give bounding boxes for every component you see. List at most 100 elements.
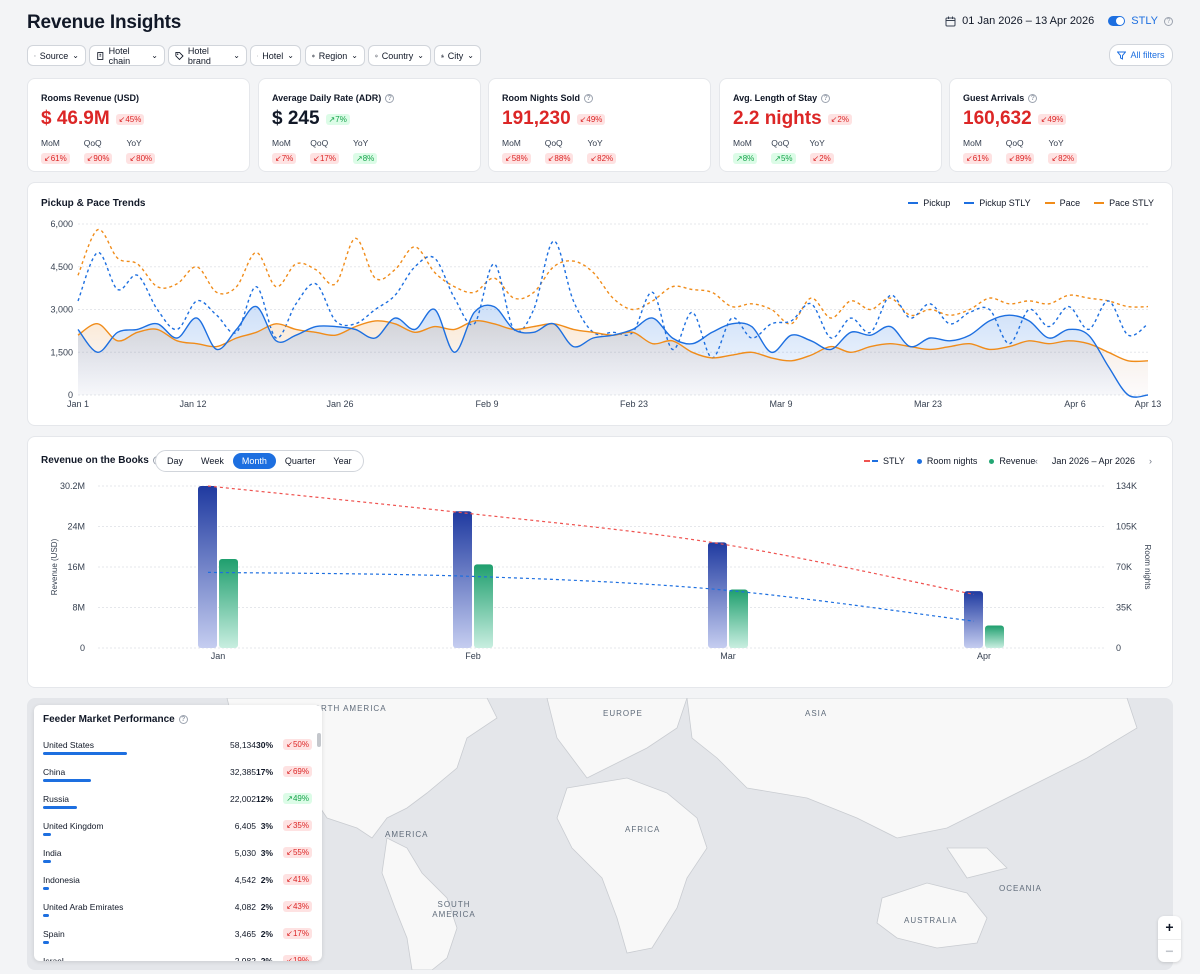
country-name: India [43, 848, 62, 858]
bed-icon [257, 55, 259, 56]
filter-city[interactable]: City ⌄ [434, 45, 481, 66]
stly-toggle[interactable] [1108, 16, 1126, 26]
feeder-title-wrap: Feeder Market Performance? [43, 714, 188, 725]
y-tick-label: 3,000 [50, 305, 73, 315]
chevron-right-icon[interactable]: › [1149, 456, 1152, 466]
change-badge: ↙49% [1037, 113, 1067, 125]
tab-day[interactable]: Day [167, 456, 184, 466]
pickup-stly-line [77, 240, 1149, 359]
kpi-value: 191,230 [502, 108, 571, 129]
arrow-down-icon: ↙ [286, 767, 293, 776]
change-badge: ↗7% [325, 113, 350, 125]
filter-hotel-brand[interactable]: Hotel brand ⌄ [168, 45, 247, 66]
legend-swatch [864, 460, 878, 462]
country-value: 32,385 [230, 767, 256, 777]
bar-revenue[interactable] [219, 558, 238, 648]
filter-hotel-chain[interactable]: Hotel chain ⌄ [89, 45, 165, 66]
calendar-icon [945, 16, 956, 26]
share-bar [43, 914, 49, 917]
country-name: United Arab Emirates [43, 902, 124, 912]
change-value: 35% [292, 821, 309, 830]
share-bar [43, 860, 52, 863]
help-icon[interactable]: ? [584, 93, 593, 103]
legend-pace-stly[interactable]: Pace STLY [1094, 198, 1154, 208]
tab-month[interactable]: Month [232, 453, 276, 469]
bar-room-nights[interactable] [453, 511, 472, 648]
help-icon[interactable]: ? [1164, 16, 1173, 26]
feeder-row[interactable]: Russia 22,002 12% ↗49% [43, 793, 313, 821]
country-name: Israel [43, 956, 64, 961]
date-range-picker[interactable]: 01 Jan 2026 – 13 Apr 2026 [962, 15, 1095, 27]
legend-swatch [989, 458, 995, 464]
feeder-row[interactable]: India 5,030 3% ↙55% [43, 847, 313, 875]
kpi-card: Rooms Revenue (USD) $ 46.9M ↙45% MoM ↙61% QoQ… [27, 78, 250, 172]
change-badge: ↙17% [283, 928, 312, 939]
comparison-badge: ↙90% [83, 153, 113, 164]
legend-stly[interactable]: STLY [864, 456, 905, 466]
bar-revenue[interactable] [985, 625, 1004, 648]
feeder-row[interactable]: United Arab Emirates 4,082 2% ↙43% [43, 901, 313, 929]
granularity-tabs: Day Week Month Quarter Year [155, 450, 364, 472]
help-icon[interactable]: ? [1028, 93, 1038, 103]
filter-hotel[interactable]: Hotel ⌄ [250, 45, 301, 66]
help-icon[interactable]: ? [385, 93, 395, 103]
feeder-row[interactable]: Spain 3,465 2% ↙17% [43, 928, 313, 956]
bar-room-nights[interactable] [964, 591, 983, 648]
bar-revenue[interactable] [474, 564, 493, 648]
tab-quarter[interactable]: Quarter [284, 456, 316, 466]
tab-week[interactable]: Week [201, 456, 224, 466]
help-icon[interactable]: ? [178, 715, 188, 724]
bar-revenue[interactable] [729, 589, 748, 648]
arrow-down-icon: ↙ [1051, 154, 1059, 163]
change-value: 50% [292, 740, 309, 749]
map-label-north-america: NORTH AMERICA [307, 704, 387, 713]
feeder-row[interactable]: China 32,385 17% ↙69% [43, 766, 313, 794]
comparison-badge: ↙7% [272, 153, 297, 164]
filter-source[interactable]: Source ⌄ [27, 45, 86, 66]
kpi-value: $ 245 [272, 108, 320, 129]
share-bar [43, 833, 52, 836]
feeder-row[interactable]: Israel 2,982 2% ↙19% [43, 955, 313, 961]
tab-year[interactable]: Year [333, 456, 352, 466]
scrollbar[interactable] [317, 733, 321, 747]
change-value: 55% [292, 848, 309, 857]
kpi-card: Average Daily Rate (ADR)? $ 245 ↗7% MoM ↙7% Q… [258, 78, 481, 172]
country-value: 5,030 [234, 848, 256, 858]
feeder-row[interactable]: United Kingdom 6,405 3% ↙35% [43, 820, 313, 848]
zoom-out-button[interactable]: − [1158, 939, 1181, 962]
feeder-row[interactable]: Indonesia 4,542 2% ↙41% [43, 874, 313, 902]
y-tick-label: 16M [67, 562, 85, 572]
all-filters-button[interactable]: All filters [1109, 44, 1173, 66]
bar-room-nights[interactable] [708, 542, 727, 648]
kpi-card: Avg. Length of Stay? 2.2 nights ↙2% MoM ↗8% Q… [719, 78, 942, 172]
y-tick-label: 0 [68, 390, 73, 400]
legend-label: Room nights [926, 456, 978, 466]
kpi-title: Rooms Revenue (USD) [41, 93, 140, 103]
kpi-title-wrap: Guest Arrivals? [963, 93, 1158, 103]
arrow-down-icon: ↙ [590, 154, 598, 163]
kpi-title: Avg. Length of Stay [733, 93, 818, 103]
legend-room-nights[interactable]: Room nights [916, 456, 978, 466]
chevron-left-icon[interactable]: ‹ [1034, 456, 1038, 466]
help-icon[interactable]: ? [821, 93, 831, 103]
filter-bar: Source ⌄ Hotel chain ⌄ Hotel brand ⌄ Hotel ⌄… [27, 44, 1173, 67]
legend-pace[interactable]: Pace [1044, 198, 1080, 208]
legend-pickup-stly[interactable]: Pickup STLY [964, 198, 1031, 208]
feeder-row[interactable]: United States 58,134 30% ↙50% [43, 739, 313, 767]
zoom-in-button[interactable]: + [1165, 919, 1174, 935]
comparison-label: YoY [809, 138, 825, 148]
change-badge: ↙50% [283, 739, 312, 750]
change-value: 19% [292, 956, 309, 961]
x-tick-label: Jan 1 [67, 399, 89, 409]
filter-country[interactable]: Country ⌄ [368, 45, 431, 66]
y-tick-label: 8M [72, 603, 85, 613]
comparison-badge: ↙89% [1005, 153, 1035, 164]
bar-room-nights[interactable] [198, 486, 217, 648]
y-tick-label: 6,000 [50, 219, 73, 229]
legend-pickup[interactable]: Pickup [908, 198, 950, 208]
comparison-label: YoY [587, 138, 603, 148]
legend-revenue[interactable]: Revenue [989, 456, 1035, 466]
filter-region[interactable]: Region ⌄ [305, 45, 365, 66]
date-range-controls: 01 Jan 2026 – 13 Apr 2026 STLY ? [945, 15, 1173, 27]
